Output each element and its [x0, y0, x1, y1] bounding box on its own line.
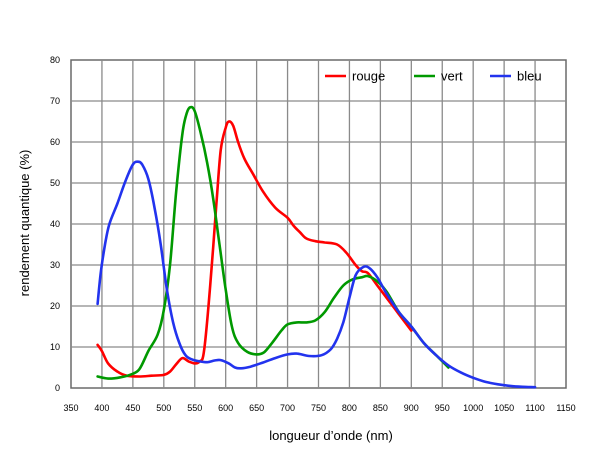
- series-line-bleu: [96, 160, 537, 389]
- y-axis-ticks: 0 10 20 30 40 50 60 70 80: [50, 55, 60, 393]
- series-line-vert: [96, 105, 450, 380]
- y-tick-label: 10: [50, 342, 60, 352]
- y-tick-label: 0: [55, 383, 60, 393]
- x-tick-label: 700: [280, 403, 295, 413]
- y-tick-label: 30: [50, 260, 60, 270]
- legend-label-rouge: rouge: [352, 69, 385, 84]
- x-tick-label: 800: [342, 403, 357, 413]
- x-tick-label: 450: [125, 403, 140, 413]
- y-tick-label: 70: [50, 96, 60, 106]
- x-tick-label: 1050: [494, 403, 514, 413]
- legend-label-bleu: bleu: [517, 69, 542, 84]
- x-tick-label: 850: [373, 403, 388, 413]
- x-tick-label: 1000: [463, 403, 483, 413]
- x-tick-label: 650: [249, 403, 264, 413]
- y-tick-label: 80: [50, 55, 60, 65]
- y-tick-label: 40: [50, 219, 60, 229]
- y-tick-label: 60: [50, 137, 60, 147]
- y-tick-label: 20: [50, 301, 60, 311]
- x-tick-label: 500: [156, 403, 171, 413]
- x-axis-label: longueur d’onde (nm): [269, 428, 393, 443]
- x-tick-label: 950: [435, 403, 450, 413]
- y-tick-label: 50: [50, 178, 60, 188]
- x-tick-label: 1100: [525, 403, 544, 413]
- x-tick-label: 1150: [556, 403, 575, 413]
- series-lines: [96, 105, 537, 389]
- x-tick-label: 900: [404, 403, 419, 413]
- legend: rouge vert bleu: [325, 69, 542, 84]
- x-tick-label: 350: [63, 403, 78, 413]
- x-tick-label: 550: [187, 403, 202, 413]
- y-axis-label: rendement quantique (%): [17, 150, 32, 297]
- x-axis-ticks: 350 400 450 500 550 600 650 700 750 800 850 900 950 1…: [63, 403, 575, 413]
- x-tick-label: 600: [218, 403, 233, 413]
- x-tick-label: 400: [94, 403, 109, 413]
- series-line-rouge: [96, 120, 413, 378]
- legend-label-vert: vert: [441, 69, 463, 84]
- grid: [71, 60, 566, 388]
- x-tick-label: 750: [311, 403, 326, 413]
